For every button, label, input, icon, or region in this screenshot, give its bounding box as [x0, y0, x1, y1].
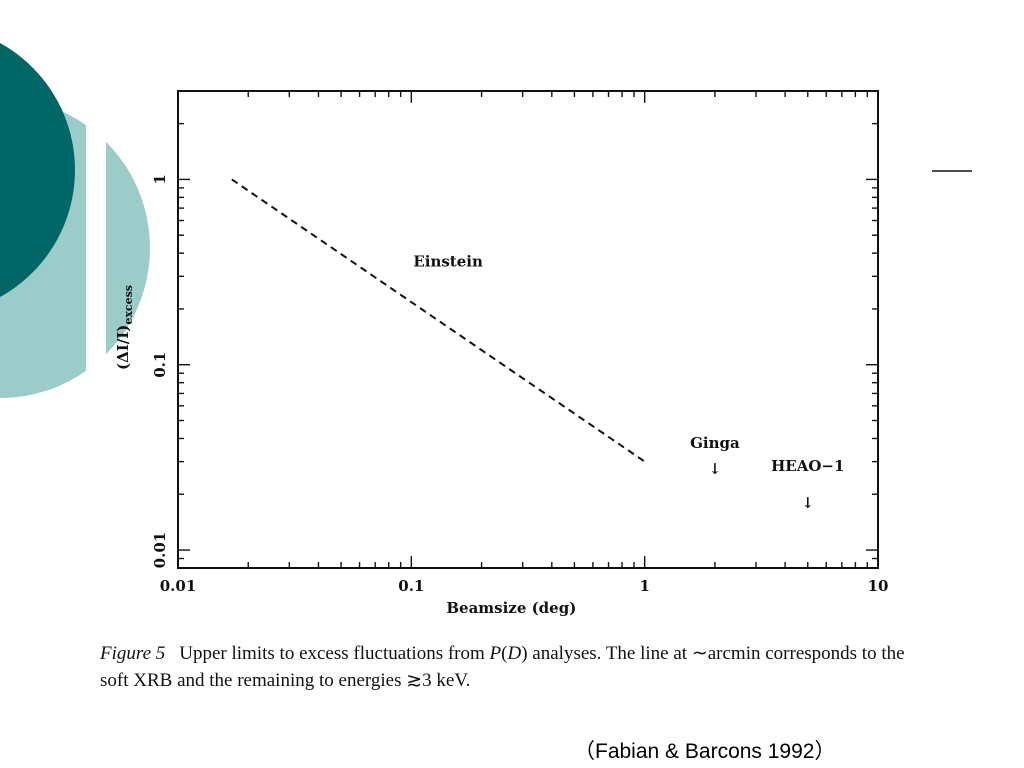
circle-edge-mask [86, 60, 106, 400]
y-axis-label: (ΔI/I)excess [114, 285, 135, 370]
y-tick-labels: 0.01 0.1 1 [151, 174, 169, 568]
figure-caption: Figure 5 Upper limits to excess fluctuati… [100, 640, 920, 694]
y-axis-label-subscript: excess [122, 285, 135, 325]
heao-upper-limit-arrow: ↓ [801, 494, 814, 512]
caption-paren: ( [501, 643, 508, 664]
figure-label: Figure 5 [100, 643, 166, 664]
ginga-label: Ginga [690, 434, 740, 452]
caption-part1: Upper limits to excess fluctuations from [179, 643, 490, 664]
einstein-dashed-line [231, 178, 646, 463]
x-tick-labels: 0.01 0.1 1 10 [160, 577, 889, 595]
x-tick-label: 0.01 [160, 577, 197, 595]
heao-label: HEAO−1 [771, 457, 844, 475]
x-tick-label: 0.1 [398, 577, 424, 595]
x-axis-label: Beamsize (deg) [446, 599, 576, 617]
tick-marks [177, 90, 878, 569]
x-tick-label: 10 [868, 577, 889, 595]
chart: 0.01 0.1 1 10 0.01 0.1 1 Einstein Ginga ↓ HEA… [114, 90, 889, 617]
caption-d: D [507, 643, 522, 664]
source-citation: （Fabian & Barcons 1992） [574, 740, 836, 763]
y-axis-label-main: (ΔI/I) [114, 325, 132, 370]
y-tick-label: 1 [151, 174, 169, 184]
y-tick-label: 0.1 [151, 352, 169, 378]
plot-frame [177, 90, 879, 569]
einstein-label: Einstein [413, 252, 483, 270]
ginga-upper-limit-arrow: ↓ [709, 460, 722, 478]
x-tick-label: 1 [639, 577, 649, 595]
caption-part3: ) analyses. The line at ∼arcmin correspo… [100, 643, 905, 691]
dark-teal-circle [0, 43, 75, 297]
caption-p: P [489, 643, 502, 664]
y-tick-label: 0.01 [151, 532, 169, 569]
